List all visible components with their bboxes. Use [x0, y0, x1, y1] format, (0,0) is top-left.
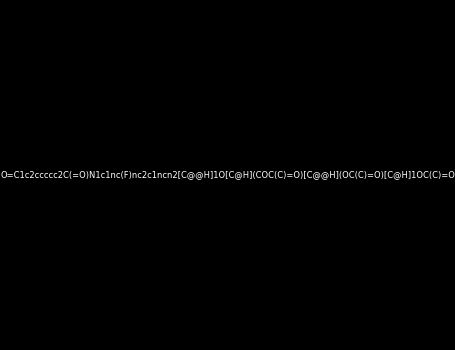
Text: O=C1c2ccccc2C(=O)N1c1nc(F)nc2c1ncn2[C@@H]1O[C@H](COC(C)=O)[C@@H](OC(C)=O)[C@H]1O: O=C1c2ccccc2C(=O)N1c1nc(F)nc2c1ncn2[C@@H… [0, 170, 455, 180]
